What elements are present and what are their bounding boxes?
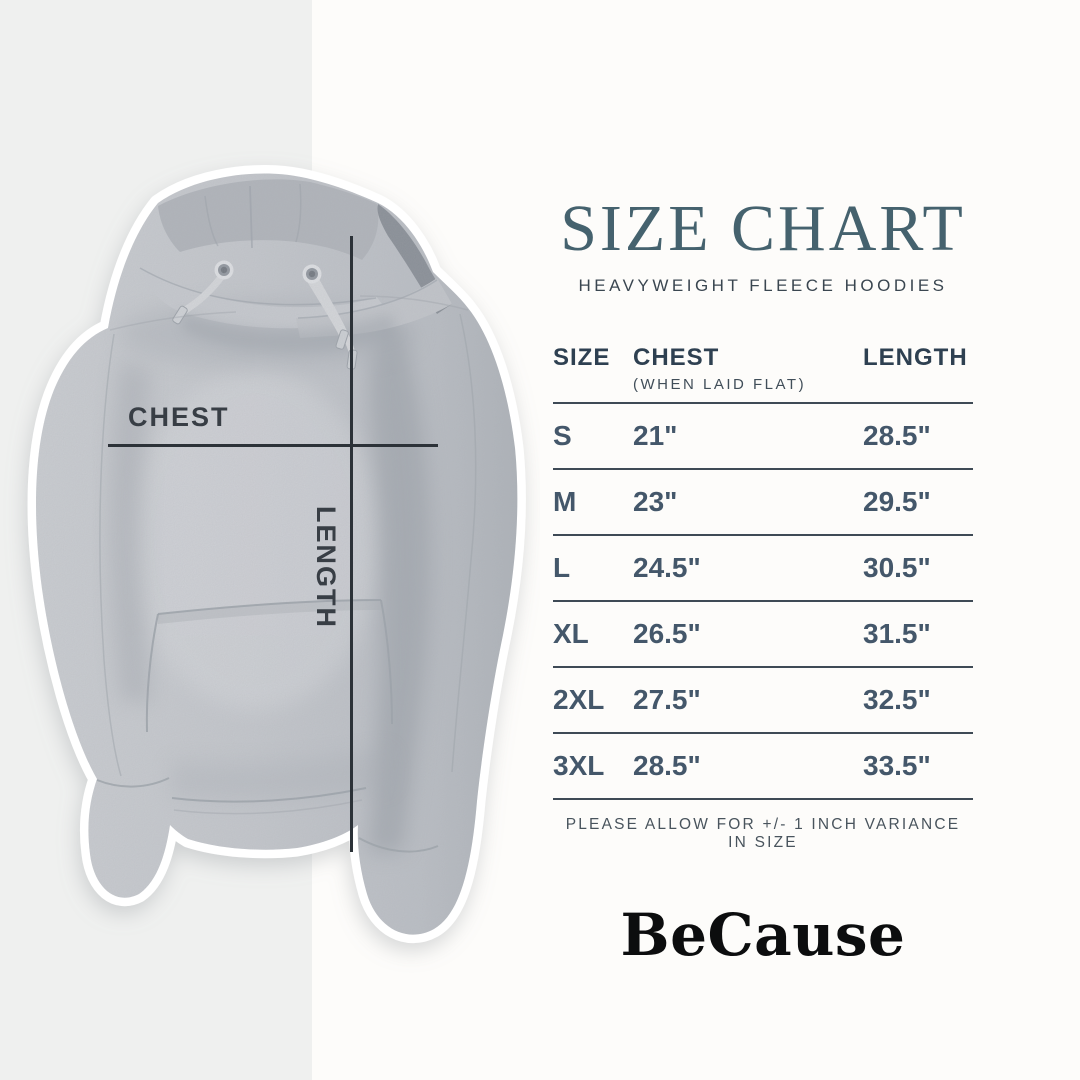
hoodie-photo — [27, 165, 526, 944]
length-cell: 30.5" — [863, 552, 931, 583]
page-subtitle: HEAVYWEIGHT FLEECE HOODIES — [578, 276, 948, 295]
size-cell: XL — [553, 618, 589, 649]
column-header-chest-label: CHEST — [633, 344, 720, 371]
table-row: S 21" 28.5" — [553, 404, 973, 470]
size-cell: L — [553, 552, 571, 583]
size-cell: 2XL — [553, 684, 605, 715]
table-row: 2XL 27.5" 32.5" — [553, 668, 973, 734]
length-cell: 32.5" — [863, 684, 931, 715]
table-row: 3XL 28.5" 33.5" — [553, 734, 973, 800]
chest-measure-line — [108, 444, 438, 447]
length-cell: 29.5" — [863, 486, 931, 517]
length-cell: 33.5" — [863, 750, 931, 781]
table-row: M 23" 29.5" — [553, 470, 973, 536]
chest-measure-label: CHEST — [128, 402, 230, 432]
variance-footnote: PLEASE ALLOW FOR +/- 1 INCH VARIANCE IN … — [565, 816, 961, 851]
chest-cell: 21" — [633, 420, 678, 451]
chest-cell: 28.5" — [633, 750, 701, 781]
table-header-row: SIZE CHEST (WHEN LAID FLAT) LENGTH — [553, 344, 973, 404]
column-header-length: LENGTH — [863, 344, 968, 371]
chest-cell: 23" — [633, 486, 678, 517]
page-title: SIZE CHART — [560, 192, 966, 265]
chest-cell: 24.5" — [633, 552, 701, 583]
length-measure-label: LENGTH — [311, 506, 341, 629]
size-cell: S — [553, 420, 572, 451]
column-header-chest-note: (WHEN LAID FLAT) — [633, 376, 807, 393]
brand-logo: BeCause — [620, 901, 906, 969]
size-cell: 3XL — [553, 750, 605, 781]
chart-header: SIZE CHART HEAVYWEIGHT FLEECE HOODIES — [540, 0, 986, 296]
size-table: SIZE CHEST (WHEN LAID FLAT) LENGTH S 21"… — [553, 344, 973, 852]
chest-cell: 26.5" — [633, 618, 701, 649]
size-cell: M — [553, 486, 577, 517]
length-cell: 28.5" — [863, 420, 931, 451]
column-header-chest: CHEST (WHEN LAID FLAT) — [633, 344, 863, 393]
table-row: L 24.5" 30.5" — [553, 536, 973, 602]
length-cell: 31.5" — [863, 618, 931, 649]
column-header-size: SIZE — [553, 344, 611, 371]
table-row: XL 26.5" 31.5" — [553, 602, 973, 668]
chest-cell: 27.5" — [633, 684, 701, 715]
length-measure-line — [350, 236, 353, 852]
